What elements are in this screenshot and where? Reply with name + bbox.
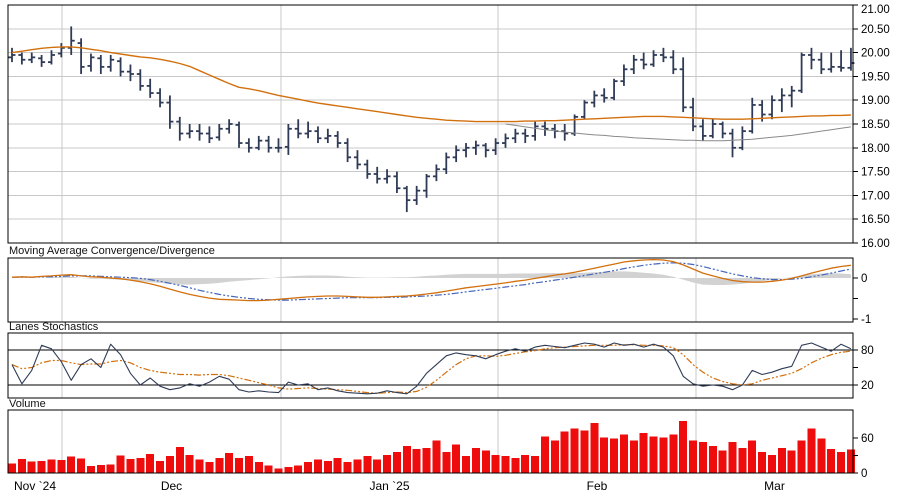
svg-text:19.00: 19.00 — [861, 95, 890, 107]
svg-text:18.00: 18.00 — [861, 143, 890, 155]
x-axis-labels: Nov `24 Dec Jan `25 Feb Mar — [14, 479, 785, 493]
macd-line — [11, 258, 851, 302]
price-moving-averages — [11, 46, 851, 142]
y-axis-labels: 21.00 20.50 20.00 19.50 19.00 18.50 18.00 17.50… — [853, 4, 890, 480]
svg-text:19.50: 19.50 — [861, 71, 890, 83]
svg-text:18.50: 18.50 — [861, 119, 890, 131]
macd-lines — [11, 258, 852, 302]
svg-text:20.00: 20.00 — [861, 48, 890, 60]
svg-text:21.00: 21.00 — [861, 4, 890, 16]
macd-panel-title: Moving Average Convergence/Divergence — [9, 245, 215, 257]
stoch-k-line — [11, 342, 852, 395]
svg-text:80: 80 — [861, 345, 874, 357]
price-bars — [8, 26, 855, 213]
ma-secondary-line — [505, 123, 851, 142]
svg-text:17.50: 17.50 — [861, 167, 890, 179]
svg-text:Feb: Feb — [587, 479, 608, 493]
volume-panel-title: Volume — [9, 398, 46, 410]
volume-bars — [8, 421, 855, 474]
svg-text:-1: -1 — [861, 314, 871, 326]
stochastics-lines — [11, 342, 852, 395]
svg-text:17.00: 17.00 — [861, 190, 890, 202]
macd-histogram — [12, 271, 851, 285]
svg-text:Dec: Dec — [161, 479, 182, 493]
stochastics-panel-title: Lanes Stochastics — [9, 321, 99, 333]
svg-text:Jan `25: Jan `25 — [369, 479, 409, 493]
gridlines — [8, 5, 853, 473]
svg-text:Mar: Mar — [764, 479, 785, 493]
ma-primary-line — [11, 46, 851, 123]
svg-text:0: 0 — [861, 273, 867, 285]
svg-text:16.50: 16.50 — [861, 214, 890, 226]
svg-text:0: 0 — [861, 468, 867, 480]
svg-text:20.50: 20.50 — [861, 24, 890, 36]
stoch-d-line — [11, 344, 851, 394]
macd-signal-line — [12, 262, 852, 301]
svg-text:16.00: 16.00 — [861, 238, 890, 250]
svg-text:20: 20 — [861, 380, 874, 392]
stoch-reference-lines — [8, 349, 853, 386]
panel-borders — [7, 4, 854, 474]
svg-text:Nov `24: Nov `24 — [14, 479, 56, 493]
svg-text:60: 60 — [861, 433, 874, 445]
